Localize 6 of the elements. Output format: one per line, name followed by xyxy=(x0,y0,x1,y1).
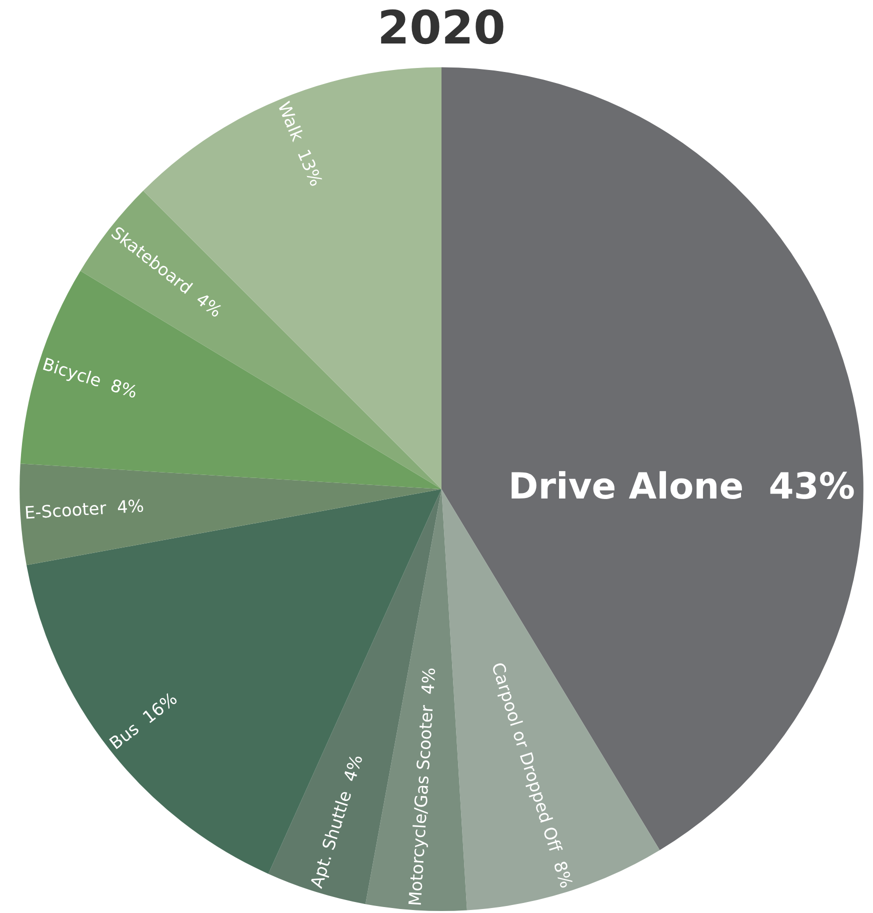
slice-label: Drive Alone 43% xyxy=(508,466,855,508)
chart-title: 2020 xyxy=(377,0,506,55)
slice-label: Apt. Shuttle 4% xyxy=(307,752,368,891)
slice-label: E-Scooter 4% xyxy=(24,496,145,524)
slice-label: Motorcycle/Gas Scooter 4% xyxy=(406,666,440,907)
slice-label: Walk 13% xyxy=(272,99,326,190)
